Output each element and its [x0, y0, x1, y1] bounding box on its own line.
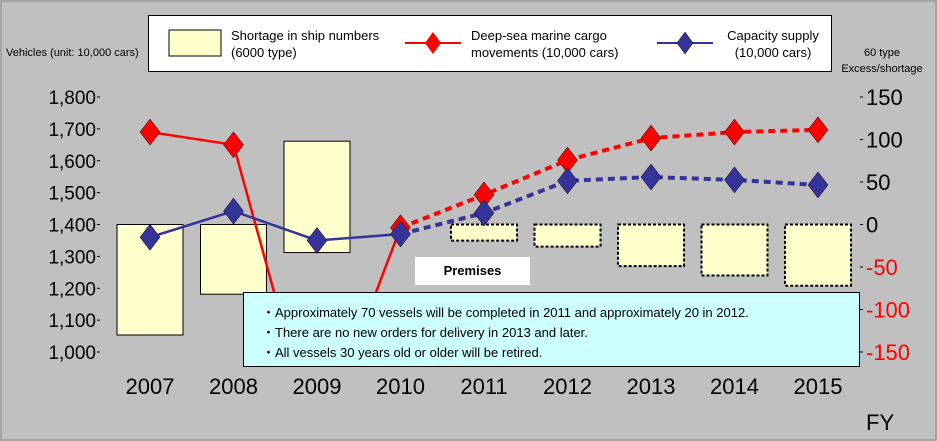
legend-symbols — [168, 29, 713, 57]
marker — [807, 116, 829, 144]
y2-tick-label: -150 — [866, 340, 910, 365]
x-tick-label: 2015 — [794, 374, 843, 399]
marker — [306, 227, 328, 254]
y-tick-label: 1,500 — [48, 184, 96, 205]
bar — [200, 224, 267, 295]
plot-area — [116, 116, 852, 352]
premise-item: ・There are no new orders for delivery in… — [262, 325, 588, 340]
marker — [557, 167, 578, 195]
marker — [640, 124, 662, 152]
y2-axis-title: 60 type Excess/shortage — [841, 47, 923, 75]
legend-marker — [676, 31, 694, 55]
legend-label: Shortage in ship numbers (6000 type) — [231, 28, 380, 60]
marker — [724, 166, 745, 194]
premises-title: Premises — [415, 257, 530, 285]
marker — [223, 197, 244, 225]
bar — [450, 223, 518, 242]
marker — [724, 118, 745, 146]
y2-tick-label: -50 — [866, 255, 898, 280]
x-tick-label: 2014 — [710, 374, 759, 399]
legend: Shortage in ship numbers (6000 type) Dee… — [148, 15, 832, 72]
bar — [700, 223, 769, 277]
line — [149, 209, 401, 242]
marker — [139, 223, 161, 251]
x-axis-title: FY — [866, 410, 895, 435]
marker — [640, 163, 662, 191]
y-tick-label: 1,400 — [48, 216, 96, 237]
marker — [139, 118, 161, 146]
marker — [473, 199, 495, 227]
y-tick-label: 1,100 — [48, 311, 96, 332]
marker — [807, 171, 829, 199]
x-tick-label: 2009 — [293, 374, 342, 399]
line — [400, 175, 819, 237]
x-tick-label: 2011 — [460, 374, 507, 399]
x-tick-label: 2008 — [209, 374, 258, 399]
y2-tick-label: 100 — [866, 128, 903, 153]
bar — [617, 223, 685, 268]
premises-box: ・Approximately 70 vessels will be comple… — [243, 292, 860, 367]
marker — [390, 220, 411, 248]
legend-marker — [425, 32, 441, 54]
legend-label: Capacity supply (10,000 cars) — [727, 28, 819, 60]
axes: 1,000 1,100 1,200 1,300 1,400 1,500 1,600 1,700… — [48, 85, 910, 399]
bar — [533, 223, 602, 248]
y-tick-label: 1,700 — [48, 120, 96, 141]
y-tick-label: 1,200 — [48, 279, 96, 300]
premise-item: ・All vessels 30 years old or older will … — [262, 345, 543, 360]
x-tick-label: 2010 — [376, 374, 425, 399]
bar — [784, 223, 852, 287]
y2-tick-label: 150 — [866, 85, 903, 110]
y-tick-label: 1,300 — [48, 247, 96, 268]
premise-item: ・Approximately 70 vessels will be comple… — [262, 305, 749, 320]
marker — [223, 131, 244, 159]
y2-tick-label: 50 — [866, 170, 890, 195]
legend-bar — [168, 29, 222, 57]
x-tick-label: 2013 — [627, 374, 676, 399]
y-tick-label: 1,800 — [48, 88, 96, 109]
y-tick-label: 1,000 — [48, 343, 96, 364]
x-tick-label: 2012 — [543, 374, 592, 399]
y2-tick-label: -100 — [866, 298, 910, 323]
y-tick-label: 1,600 — [48, 152, 96, 173]
line — [149, 130, 402, 352]
legend-label: Deep-sea marine cargo movements (10,000 … — [471, 28, 619, 60]
y2-tick-label: 0 — [866, 213, 878, 238]
x-tick-label: 2007 — [126, 374, 175, 399]
y-axis-title: Vehicles (unit: 10,000 cars) — [6, 47, 139, 59]
line — [399, 127, 819, 230]
